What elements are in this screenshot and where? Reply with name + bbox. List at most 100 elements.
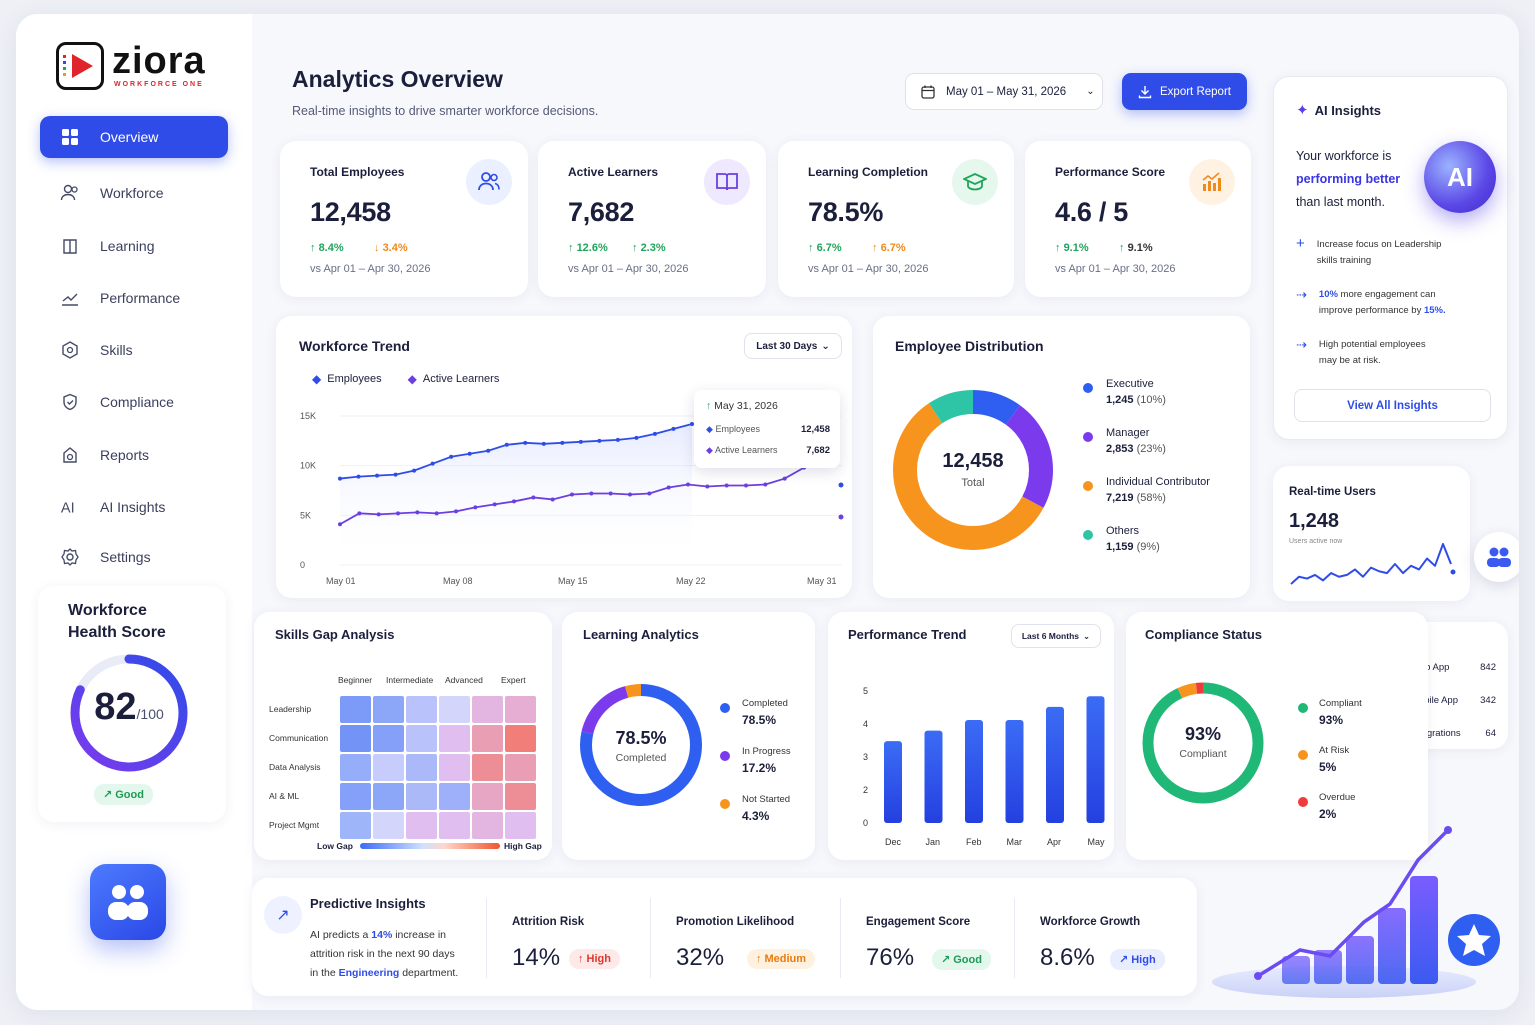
data-point[interactable]: [393, 472, 398, 477]
sidebar-item-performance[interactable]: Performance: [40, 277, 228, 319]
heatmap-cell[interactable]: [505, 754, 536, 781]
data-point[interactable]: [430, 461, 435, 466]
data-point[interactable]: [615, 437, 620, 442]
date-range-picker[interactable]: May 01 – May 31, 2026 ⌄: [905, 73, 1103, 110]
heatmap-cell[interactable]: [505, 812, 536, 839]
data-point[interactable]: [560, 440, 565, 445]
slice-others[interactable]: [893, 390, 1053, 550]
slice-individual-contributor[interactable]: [893, 390, 1053, 550]
heatmap-cell[interactable]: [439, 754, 470, 781]
performance-bar-feb[interactable]: [965, 720, 983, 823]
heatmap-cell[interactable]: [472, 812, 503, 839]
data-point[interactable]: [492, 502, 497, 507]
heatmap-cell[interactable]: [340, 812, 371, 839]
sidebar-item-ai-insights[interactable]: AI AI Insights: [40, 486, 228, 528]
heatmap-cell[interactable]: [505, 783, 536, 810]
heatmap-cell[interactable]: [373, 812, 404, 839]
export-report-button[interactable]: Export Report: [1122, 73, 1247, 110]
heatmap-cell[interactable]: [373, 783, 404, 810]
data-point[interactable]: [512, 499, 516, 504]
heatmap-cell[interactable]: [373, 696, 404, 723]
sidebar-item-compliance[interactable]: Compliance: [40, 381, 228, 423]
data-point[interactable]: [647, 491, 652, 496]
sidebar-item-settings[interactable]: Settings: [40, 536, 228, 578]
view-all-insights-button[interactable]: View All Insights: [1294, 389, 1491, 422]
ai-insight-item[interactable]: ⇢ High potential employees may be at risk.: [1296, 337, 1446, 369]
team-app-button[interactable]: [90, 864, 166, 940]
heatmap-cell[interactable]: [406, 696, 437, 723]
data-point[interactable]: [396, 511, 400, 516]
heatmap-cell[interactable]: [439, 725, 470, 752]
data-point[interactable]: [628, 492, 632, 497]
heatmap-cell[interactable]: [373, 725, 404, 752]
data-point[interactable]: [744, 483, 748, 488]
data-point[interactable]: [415, 510, 420, 515]
heatmap-cell[interactable]: [472, 754, 503, 781]
data-point[interactable]: [671, 426, 676, 431]
heatmap-cell[interactable]: [406, 754, 437, 781]
sidebar-item-overview[interactable]: Overview: [40, 116, 228, 158]
heatmap-cell[interactable]: [373, 754, 404, 781]
data-point[interactable]: [686, 482, 690, 487]
data-point[interactable]: [597, 438, 602, 443]
heatmap-cell[interactable]: [439, 696, 470, 723]
heatmap-cell[interactable]: [340, 696, 371, 723]
performance-bar-may[interactable]: [1086, 696, 1105, 823]
data-point[interactable]: [550, 497, 555, 502]
data-point[interactable]: [486, 448, 491, 453]
heatmap-cell[interactable]: [406, 783, 437, 810]
performance-bar-mar[interactable]: [1005, 720, 1024, 823]
sidebar-item-skills[interactable]: Skills: [40, 329, 228, 371]
heatmap-cell[interactable]: [439, 812, 470, 839]
data-point[interactable]: [763, 482, 768, 487]
data-point[interactable]: [504, 442, 509, 447]
data-point[interactable]: [338, 476, 342, 481]
heatmap-cell[interactable]: [340, 754, 371, 781]
heatmap-cell[interactable]: [340, 783, 371, 810]
data-point[interactable]: [523, 440, 528, 445]
data-point[interactable]: [578, 439, 583, 444]
heatmap-cell[interactable]: [505, 696, 536, 723]
heatmap-cell[interactable]: [472, 725, 503, 752]
data-point[interactable]: [690, 421, 694, 426]
slice-manager[interactable]: [893, 390, 1053, 550]
heatmap-cell[interactable]: [439, 783, 470, 810]
data-point[interactable]: [434, 511, 439, 516]
data-point[interactable]: [357, 511, 362, 516]
heatmap-cell[interactable]: [472, 696, 503, 723]
heatmap-cell[interactable]: [340, 725, 371, 752]
slice-overdue[interactable]: [1142, 682, 1264, 804]
data-point[interactable]: [541, 441, 546, 446]
data-point[interactable]: [338, 522, 342, 527]
sidebar-item-reports[interactable]: Reports: [40, 434, 228, 476]
sidebar-item-learning[interactable]: Learning: [40, 225, 228, 267]
ai-insight-item[interactable]: + Increase focus on Leadership skills trai…: [1296, 236, 1446, 269]
data-point[interactable]: [634, 435, 639, 440]
data-point[interactable]: [375, 473, 380, 478]
users-float-button[interactable]: [1474, 532, 1519, 582]
performance-bar-apr[interactable]: [1046, 706, 1064, 823]
data-point[interactable]: [454, 509, 458, 514]
data-point[interactable]: [589, 491, 594, 496]
data-point[interactable]: [467, 451, 472, 456]
heatmap-cell[interactable]: [406, 812, 437, 839]
data-point[interactable]: [376, 512, 381, 517]
data-point[interactable]: [666, 485, 671, 490]
data-point[interactable]: [412, 468, 417, 473]
data-point[interactable]: [356, 474, 361, 479]
heatmap-cell[interactable]: [505, 725, 536, 752]
slice-not-started[interactable]: [580, 684, 702, 806]
performance-range-dropdown[interactable]: Last 6 Months ⌄: [1011, 624, 1101, 648]
data-point[interactable]: [608, 491, 613, 496]
performance-bar-dec[interactable]: [884, 741, 902, 823]
data-point[interactable]: [570, 492, 574, 497]
data-point[interactable]: [531, 495, 536, 500]
data-point[interactable]: [473, 505, 478, 510]
data-point[interactable]: [705, 484, 710, 489]
data-point[interactable]: [652, 431, 657, 436]
heatmap-cell[interactable]: [406, 725, 437, 752]
performance-bar-jan[interactable]: [924, 730, 943, 823]
trend-range-dropdown[interactable]: Last 30 Days ⌄: [744, 333, 842, 359]
ai-insight-item[interactable]: ⇢ 10% more engagement can improve performa…: [1296, 287, 1446, 319]
data-point[interactable]: [449, 454, 454, 459]
